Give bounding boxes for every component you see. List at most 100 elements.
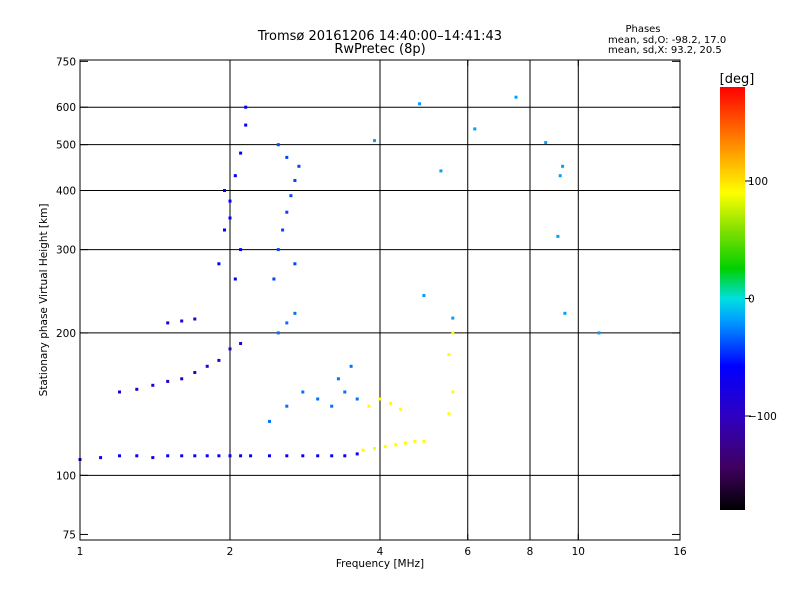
data-point: [118, 454, 121, 458]
data-point: [293, 262, 297, 266]
colorbar-tick-label: 100: [748, 176, 768, 188]
data-point: [336, 377, 340, 381]
y-tick-label: 750: [56, 56, 76, 68]
data-point: [233, 277, 237, 281]
x-tick-label: 6: [464, 546, 471, 558]
y-tick-label: 200: [56, 328, 76, 340]
data-point: [180, 319, 184, 323]
data-point: [361, 448, 365, 452]
y-tick-label: 400: [56, 186, 76, 198]
data-point: [239, 248, 243, 252]
data-point: [223, 189, 226, 192]
data-point: [249, 454, 253, 458]
data-point: [193, 454, 197, 458]
data-point: [422, 439, 426, 443]
data-point: [223, 228, 226, 232]
data-point: [151, 456, 155, 460]
data-point: [244, 105, 248, 109]
data-point: [355, 452, 359, 456]
data-point: [563, 311, 567, 315]
stats-o-mode: mean, sd,O: -98.2, 17.0: [608, 35, 726, 46]
axis-layer: 1 2 4 6 8 10 16 75 100 200 300 400 500 600 750: [56, 56, 687, 558]
data-point: [349, 364, 353, 368]
x-tick-label: 1: [77, 546, 84, 558]
plot-frame: [79, 59, 681, 541]
data-point: [289, 194, 293, 198]
colorbar: [720, 87, 745, 510]
data-point: [418, 102, 421, 106]
data-point: [556, 234, 560, 238]
data-point: [422, 294, 426, 297]
data-point: [166, 379, 170, 383]
y-axis-label: Stationary phase Virtual Height [km]: [38, 204, 50, 397]
data-point: [330, 404, 334, 408]
data-point: [404, 441, 407, 445]
data-point: [151, 383, 155, 387]
colorbar-tick-label: 0: [748, 294, 755, 306]
y-tick-label: 300: [56, 245, 76, 257]
y-tick-label: 600: [56, 102, 76, 114]
data-point: [297, 164, 301, 168]
x-tick-label: 4: [377, 546, 384, 558]
data-point: [473, 127, 477, 131]
data-point: [166, 454, 170, 458]
y-tick-label: 100: [56, 470, 76, 482]
data-point: [558, 174, 562, 178]
data-point: [293, 311, 297, 315]
data-point: [439, 169, 443, 173]
data-point: [166, 321, 170, 325]
data-point: [205, 364, 209, 368]
data-point: [228, 199, 232, 203]
data-point: [451, 331, 455, 335]
data-point: [268, 419, 271, 423]
data-point: [217, 358, 221, 362]
data-point: [239, 151, 243, 155]
x-tick-label: 2: [227, 546, 234, 558]
data-point: [135, 387, 139, 391]
data-point: [373, 446, 376, 450]
data-point: [99, 456, 103, 460]
chart-title: Tromsø 20161206 14:40:00–14:41:43: [257, 29, 502, 44]
data-point: [281, 228, 285, 232]
data-point: [228, 454, 232, 458]
data-point: [597, 331, 601, 335]
stats-x-mode: mean, sd,X: 93.2, 20.5: [608, 45, 722, 56]
data-point: [316, 454, 320, 458]
data-point: [293, 179, 297, 182]
data-point: [447, 412, 451, 416]
data-point: [373, 139, 376, 143]
data-point: [285, 155, 289, 159]
y-tick-label: 500: [56, 140, 76, 152]
data-point: [193, 317, 197, 321]
data-point: [285, 210, 289, 214]
data-point: [244, 123, 248, 127]
colorbar-ticks: 100 0 −100: [745, 176, 777, 423]
data-point: [205, 454, 209, 458]
data-point: [180, 377, 184, 381]
points-layer: [78, 95, 601, 461]
data-point: [394, 443, 398, 447]
x-tick-label: 16: [673, 546, 687, 558]
data-point: [193, 371, 197, 374]
data-point: [383, 445, 387, 449]
data-point: [228, 347, 232, 351]
data-point: [447, 353, 451, 357]
data-point: [217, 454, 221, 458]
data-point: [239, 454, 243, 458]
data-point: [276, 248, 280, 252]
stats-title: Phases: [625, 24, 660, 35]
data-point: [217, 262, 221, 266]
colorbar-tick-label: −100: [748, 411, 777, 423]
data-point: [514, 95, 518, 99]
data-point: [367, 404, 371, 408]
data-point: [118, 390, 121, 394]
data-point: [561, 164, 565, 168]
data-point: [301, 454, 305, 458]
data-point: [413, 439, 417, 443]
colorbar-label: [deg]: [720, 72, 755, 87]
data-point: [276, 331, 280, 335]
data-point: [544, 141, 548, 145]
data-point: [285, 404, 289, 408]
data-point: [378, 397, 382, 401]
